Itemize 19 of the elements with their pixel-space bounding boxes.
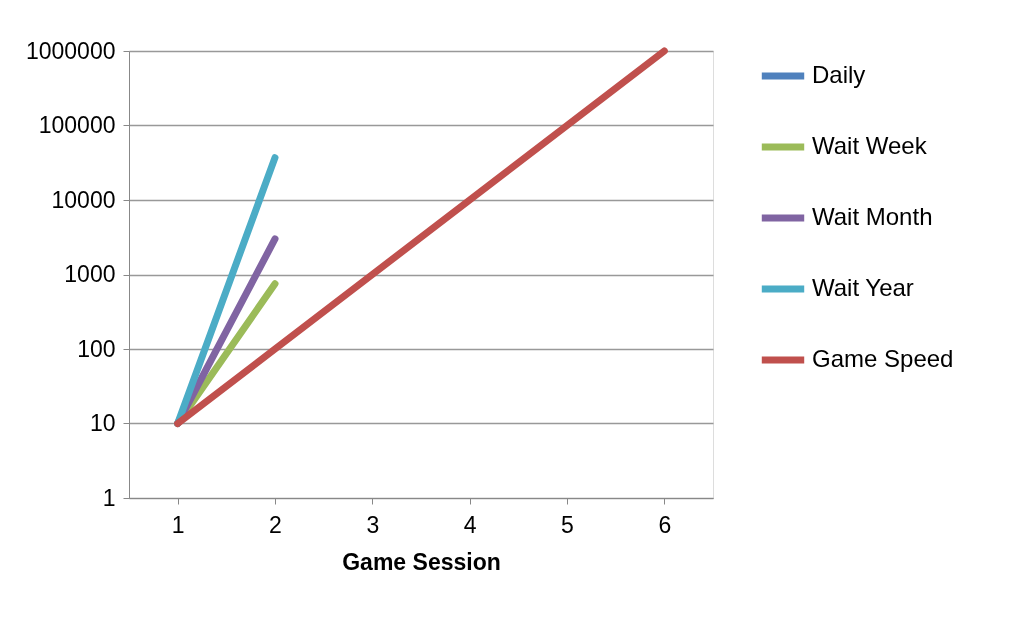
legend-label: Game Speed <box>812 345 954 372</box>
legend-label: Daily <box>812 61 866 88</box>
x-tick-label: 2 <box>269 511 282 538</box>
legend-label: Wait Week <box>812 132 928 159</box>
x-tick-label: 4 <box>463 511 477 538</box>
x-tick-label: 1 <box>171 511 185 538</box>
y-tick-label: 1000000 <box>25 37 116 64</box>
y-tick-label: 1000 <box>64 261 116 287</box>
x-axis-title: Game Session <box>342 548 501 575</box>
y-tick-label: 100 <box>77 335 116 362</box>
y-tick-label: 10 <box>89 410 116 436</box>
y-tick-label: 1 <box>102 484 116 511</box>
x-tick-label: 3 <box>366 511 380 538</box>
x-tick-label: 5 <box>561 511 574 538</box>
legend-label: Wait Year <box>812 274 914 301</box>
y-tick-label: 100000 <box>38 112 116 138</box>
y-tick-label: 10000 <box>51 186 116 213</box>
x-tick-label: 6 <box>658 511 672 538</box>
legend-label: Wait Month <box>812 203 933 230</box>
